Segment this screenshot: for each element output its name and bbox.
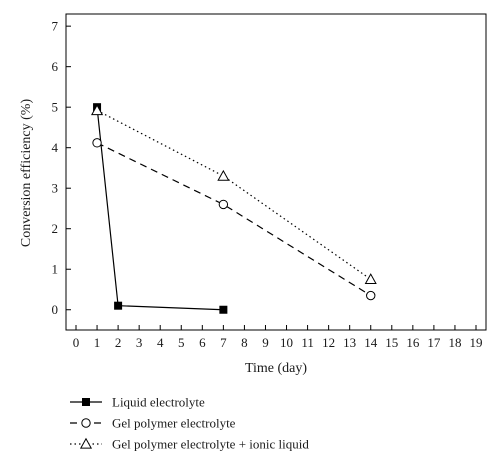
data-point (217, 169, 230, 181)
y-tick-label: 4 (52, 140, 59, 155)
y-tick-label: 2 (52, 221, 59, 236)
x-tick-label: 19 (470, 335, 483, 350)
x-tick-label: 18 (448, 335, 461, 350)
legend-marker (81, 418, 91, 428)
series-line (96, 142, 372, 297)
data-point (218, 199, 229, 210)
legend: Liquid electrolyte Gel polymer electrolyt… (70, 395, 309, 452)
y-axis-title: Conversion efficiency (%) (19, 99, 34, 248)
legend-label: Liquid electrolyte (112, 395, 205, 410)
series-1 (93, 103, 228, 314)
x-tick-label: 13 (343, 335, 356, 350)
x-tick-label: 2 (115, 335, 122, 350)
legend-item: Gel polymer electrolyte (70, 416, 236, 431)
x-tick-label: 9 (262, 335, 269, 350)
data-point (219, 305, 228, 314)
plot-frame (65, 13, 487, 331)
data-point (91, 104, 104, 116)
x-tick-label: 5 (178, 335, 185, 350)
x-axis: 0 1 2 3 4 5 6 7 8 9 10 11 12 13 14 15 16 17 18 19 (73, 325, 483, 350)
y-tick-label: 5 (52, 100, 59, 115)
x-tick-label: 12 (322, 335, 335, 350)
series-3 (91, 104, 377, 285)
x-tick-label: 3 (136, 335, 143, 350)
data-point (366, 290, 376, 301)
x-axis-title: Time (day) (245, 361, 307, 376)
y-tick-label: 6 (52, 59, 59, 74)
y-tick-label: 0 (52, 302, 59, 317)
x-tick-label: 14 (364, 335, 378, 350)
x-tick-label: 1 (94, 335, 101, 350)
x-tick-label: 7 (220, 335, 227, 350)
x-tick-label: 10 (280, 335, 293, 350)
series-line (96, 109, 372, 280)
x-tick-label: 15 (385, 335, 398, 350)
y-axis: 0 1 2 3 4 5 6 7 (52, 19, 71, 317)
legend-marker (82, 398, 90, 406)
y-tick-label: 1 (52, 262, 59, 277)
legend-marker (79, 437, 93, 449)
legend-item: Gel polymer electrolyte + ionic liquid (70, 437, 309, 452)
y-tick-label: 7 (52, 19, 59, 34)
y-tick-label: 3 (52, 181, 59, 196)
x-tick-label: 17 (427, 335, 441, 350)
legend-label: Gel polymer electrolyte (112, 416, 236, 431)
data-point (364, 273, 377, 285)
series-layer (91, 103, 377, 314)
series-2 (92, 138, 376, 301)
legend-label: Gel polymer electrolyte + ionic liquid (112, 437, 309, 452)
series-line (96, 107, 224, 311)
plot-area (65, 13, 487, 331)
x-tick-label: 8 (241, 335, 248, 350)
x-tick-label: 6 (199, 335, 206, 350)
x-tick-label: 0 (73, 335, 80, 350)
x-tick-label: 4 (157, 335, 164, 350)
legend-item: Liquid electrolyte (70, 395, 205, 410)
x-tick-label: 16 (406, 335, 420, 350)
x-tick-label: 11 (301, 335, 314, 350)
data-point (92, 138, 102, 148)
data-point (114, 301, 123, 310)
